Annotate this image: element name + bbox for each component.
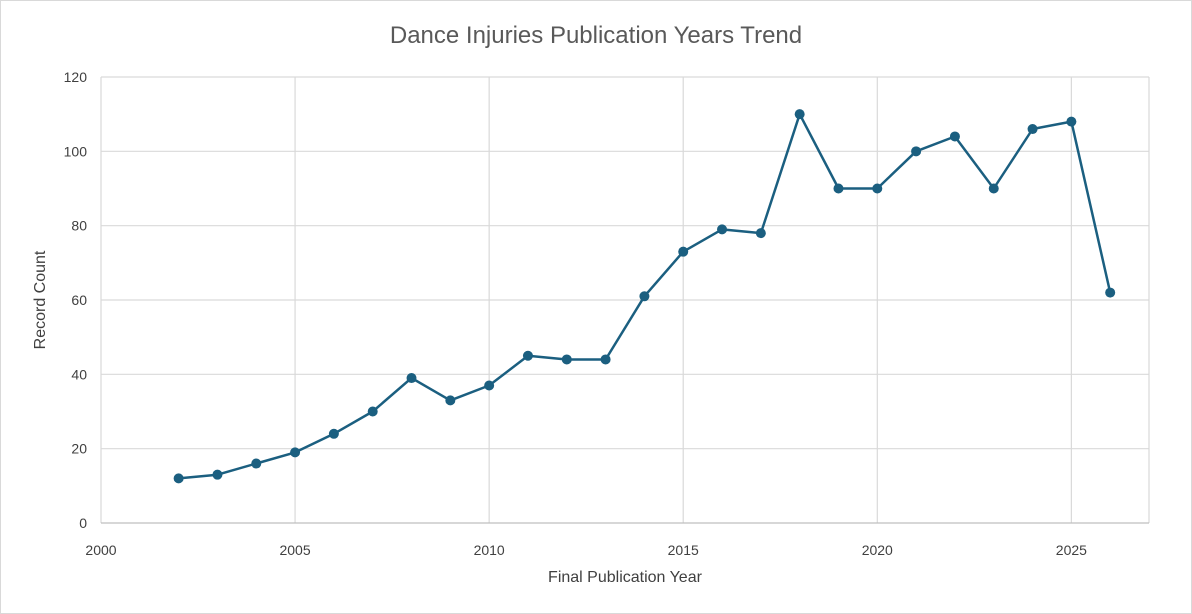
gridlines bbox=[100, 76, 1150, 523]
data-point bbox=[251, 458, 262, 469]
data-point bbox=[367, 406, 378, 417]
data-point bbox=[794, 109, 805, 120]
data-point bbox=[328, 428, 339, 439]
data-point bbox=[678, 246, 689, 257]
data-point bbox=[522, 350, 533, 361]
y-tick-label: 60 bbox=[71, 292, 87, 308]
data-point bbox=[755, 228, 766, 239]
data-point bbox=[1027, 124, 1038, 135]
data-point bbox=[600, 354, 611, 365]
y-tick-label: 100 bbox=[64, 143, 88, 159]
y-tick-label: 0 bbox=[79, 515, 87, 531]
data-point bbox=[717, 224, 728, 235]
data-point bbox=[911, 146, 922, 157]
y-axis-title: Record Count bbox=[32, 250, 49, 349]
y-tick-label: 40 bbox=[71, 366, 87, 382]
data-point bbox=[406, 373, 417, 384]
data-point bbox=[561, 354, 572, 365]
x-tick-label: 2010 bbox=[474, 542, 505, 558]
data-point bbox=[949, 131, 960, 142]
data-point bbox=[988, 183, 999, 194]
tick-labels: 0 20 40 60 80 100 120 2000 2005 2010 2015 2020 2025 bbox=[64, 69, 1088, 558]
x-tick-label: 2005 bbox=[279, 542, 310, 558]
y-tick-label: 20 bbox=[71, 441, 87, 457]
x-tick-label: 2000 bbox=[85, 542, 116, 558]
data-point bbox=[484, 380, 495, 391]
data-point bbox=[833, 183, 844, 194]
data-series bbox=[173, 109, 1116, 484]
data-point bbox=[212, 469, 223, 480]
data-point bbox=[445, 395, 456, 406]
x-tick-label: 2015 bbox=[668, 542, 699, 558]
chart-title: Dance Injuries Publication Years Trend bbox=[390, 22, 802, 49]
y-tick-label: 80 bbox=[71, 218, 87, 234]
data-point bbox=[290, 447, 301, 458]
x-tick-label: 2020 bbox=[862, 542, 893, 558]
data-point bbox=[639, 291, 650, 302]
data-point bbox=[872, 183, 883, 194]
x-tick-label: 2025 bbox=[1056, 542, 1087, 558]
x-axis-title: Final Publication Year bbox=[548, 569, 703, 586]
y-tick-label: 120 bbox=[64, 69, 88, 85]
data-point bbox=[173, 473, 184, 484]
data-point bbox=[1105, 287, 1116, 298]
data-point bbox=[1066, 116, 1077, 127]
